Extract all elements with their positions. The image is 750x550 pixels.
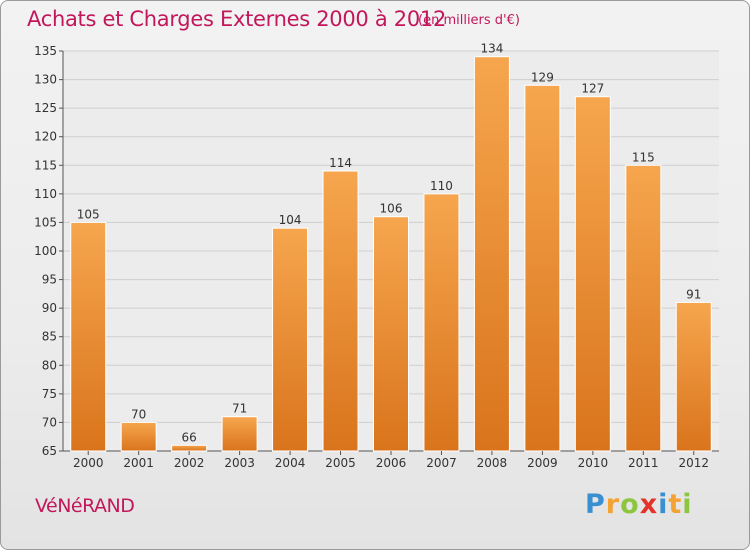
y-tick-label: 100 [34,244,57,258]
x-tick-label: 2011 [628,456,659,470]
data-label: 127 [581,82,604,96]
logo-letter: x [639,489,659,520]
data-label: 91 [686,287,701,301]
data-label: 115 [632,150,655,164]
x-tick-label: 2002 [174,456,205,470]
logo-letter: t [668,489,683,520]
bar [373,216,409,452]
bar [171,444,208,452]
data-label: 66 [182,430,197,444]
data-label: 105 [77,207,100,221]
bar [70,221,107,452]
bar [675,301,712,452]
bar [120,421,157,452]
y-tick-label: 90 [42,301,57,315]
data-label: 114 [329,156,352,170]
proxiti-logo[interactable]: Proxiti [585,489,693,520]
x-tick-label: 2003 [224,456,255,470]
commune-name: VéNéRAND [35,495,135,517]
data-label: 134 [480,42,503,56]
data-label: 71 [232,402,247,416]
y-tick-label: 110 [34,187,57,201]
bar [625,164,662,452]
logo-letter: i [682,489,693,520]
bar [574,96,611,452]
y-tick-label: 75 [42,387,57,401]
logo-letter: i [658,489,669,520]
y-tick-label: 95 [42,273,57,287]
x-tick-label: 2001 [123,456,154,470]
y-tick-label: 135 [34,44,57,58]
bar [272,227,309,452]
bar [524,84,561,452]
y-tick-label: 105 [34,215,57,229]
y-tick-label: 80 [42,358,57,372]
x-tick-label: 2004 [275,456,306,470]
x-tick-label: 2008 [477,456,508,470]
data-label: 70 [131,407,146,421]
x-tick-label: 2005 [325,456,356,470]
x-tick-label: 2007 [426,456,457,470]
bar [423,193,460,452]
x-tick-label: 2012 [678,456,709,470]
bar [322,170,359,452]
x-tick-label: 2000 [73,456,104,470]
y-tick-label: 120 [34,130,57,144]
y-tick-label: 85 [42,330,57,344]
data-label: 104 [279,213,302,227]
y-tick-label: 115 [34,158,57,172]
x-tick-label: 2009 [527,456,558,470]
chart-unit: (en milliers d'€) [418,13,520,28]
data-label: 106 [380,202,403,216]
logo-letter: P [585,489,606,520]
data-label: 129 [531,70,554,84]
y-tick-label: 130 [34,73,57,87]
y-tick-label: 125 [34,101,57,115]
data-label: 110 [430,179,453,193]
y-tick-label: 70 [42,415,57,429]
bar [473,56,510,452]
y-tick-label: 65 [42,444,57,458]
chart-title: Achats et Charges Externes 2000 à 2012 [27,7,447,31]
x-tick-label: 2006 [376,456,407,470]
bar [221,416,258,452]
logo-letter: o [620,489,640,520]
x-tick-label: 2010 [578,456,609,470]
logo-letter: r [605,489,621,520]
